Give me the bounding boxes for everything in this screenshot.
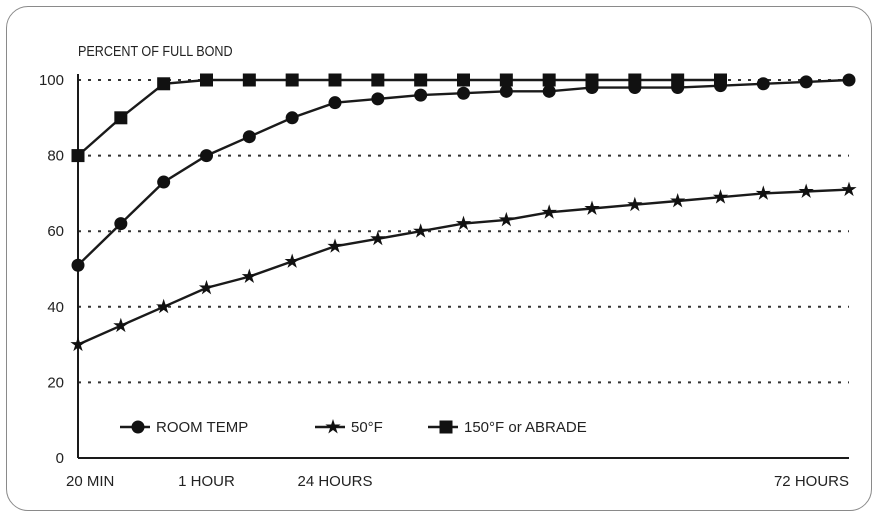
- data-point-150-f-or-abrade-13: [585, 73, 599, 87]
- series-room-temp: [71, 73, 856, 272]
- chart-frame: [6, 6, 872, 511]
- data-point-room-temp-5: [242, 130, 256, 144]
- data-point-150-f-or-abrade-5: [242, 73, 256, 87]
- data-point-room-temp-1: [71, 258, 85, 272]
- data-point-room-temp-10: [457, 86, 470, 100]
- y-tick-labels: 0 20 40 60 80 100: [39, 72, 64, 467]
- data-point-150-f-or-abrade-10: [457, 73, 470, 87]
- data-point-room-temp-19: [842, 73, 856, 87]
- legend-item-50-f: 50°F: [315, 419, 383, 436]
- axes: [77, 74, 849, 459]
- data-point-room-temp-12: [542, 84, 556, 98]
- y-tick-label-20: 20: [47, 374, 64, 391]
- y-tick-label-0: 0: [56, 450, 64, 467]
- data-point-50-f-11: [498, 211, 514, 227]
- data-point-50-f-6: [284, 253, 300, 268]
- data-point-50-f-8: [370, 230, 386, 246]
- data-point-50-f-10: [455, 215, 472, 231]
- legend-marker-150-f-or-abrade: [439, 420, 453, 434]
- legend-item-room-temp: ROOM TEMP: [120, 419, 248, 436]
- x-tick-label-1: 20 MIN: [66, 473, 114, 490]
- data-point-150-f-or-abrade-4: [200, 73, 213, 87]
- data-point-room-temp-11: [499, 84, 513, 98]
- data-point-150-f-or-abrade-14: [628, 73, 642, 87]
- data-point-150-f-or-abrade-7: [328, 73, 342, 87]
- data-point-150-f-or-abrade-6: [285, 73, 299, 87]
- series-150-f-or-abrade: [71, 73, 727, 163]
- legend-marker-room-temp: [131, 420, 145, 434]
- data-point-room-temp-6: [285, 111, 299, 125]
- data-point-50-f-15: [670, 192, 686, 208]
- data-point-50-f-19: [841, 181, 857, 197]
- data-point-room-temp-7: [328, 96, 342, 110]
- series-50-f: [70, 181, 857, 352]
- data-point-150-f-or-abrade-3: [157, 77, 171, 91]
- data-point-50-f-3: [156, 298, 172, 314]
- data-point-150-f-or-abrade-15: [671, 73, 685, 87]
- data-point-150-f-or-abrade-16: [714, 73, 727, 87]
- x-tick-label-4: 72 HOURS: [774, 473, 849, 490]
- data-point-50-f-9: [413, 223, 429, 238]
- data-point-room-temp-2: [114, 217, 128, 231]
- legend-label-room-temp: ROOM TEMP: [156, 419, 248, 436]
- data-point-room-temp-9: [414, 88, 428, 102]
- y-tick-label-80: 80: [47, 148, 64, 165]
- data-point-150-f-or-abrade-8: [371, 73, 385, 87]
- y-tick-label-40: 40: [47, 299, 64, 316]
- legend: ROOM TEMP 50°F 150°F or ABRADE: [120, 419, 587, 436]
- y-axis-label: PERCENT OF FULL BOND: [78, 42, 233, 59]
- data-series: [70, 73, 857, 352]
- data-point-150-f-or-abrade-2: [114, 111, 128, 125]
- data-point-room-temp-18: [799, 75, 813, 89]
- data-point-150-f-or-abrade-12: [542, 73, 556, 87]
- data-point-150-f-or-abrade-11: [499, 73, 513, 87]
- legend-marker-50-f: [325, 419, 341, 434]
- data-point-50-f-12: [541, 204, 557, 219]
- data-point-50-f-18: [798, 183, 814, 198]
- data-point-50-f-7: [327, 238, 343, 253]
- data-point-150-f-or-abrade-9: [414, 73, 428, 87]
- series-line-50-f: [77, 188, 850, 346]
- legend-label-50-f: 50°F: [351, 419, 383, 436]
- legend-label-150-f-or-abrade: 150°F or ABRADE: [464, 419, 587, 436]
- data-point-50-f-2: [113, 317, 129, 333]
- gridlines: [78, 79, 849, 384]
- series-line-150-f-or-abrade: [77, 78, 721, 157]
- data-point-50-f-14: [627, 196, 643, 212]
- data-point-room-temp-8: [371, 92, 385, 106]
- data-point-50-f-17: [755, 185, 771, 200]
- data-point-50-f-5: [241, 268, 257, 284]
- x-tick-label-2: 1 HOUR: [178, 473, 235, 490]
- x-tick-label-3: 24 HOURS: [297, 473, 372, 490]
- series-line-room-temp: [77, 78, 850, 267]
- data-point-room-temp-4: [200, 149, 213, 163]
- data-point-50-f-1: [70, 336, 86, 352]
- data-point-room-temp-3: [157, 175, 171, 189]
- data-point-room-temp-17: [756, 77, 770, 91]
- data-point-50-f-16: [712, 189, 729, 204]
- y-tick-label-60: 60: [47, 223, 64, 240]
- data-point-50-f-13: [584, 200, 600, 215]
- data-point-50-f-4: [198, 279, 215, 295]
- y-tick-label-100: 100: [39, 72, 64, 89]
- legend-item-150-f-or-abrade: 150°F or ABRADE: [428, 419, 587, 436]
- data-point-150-f-or-abrade-1: [71, 149, 85, 163]
- x-tick-labels: 20 MIN 1 HOUR 24 HOURS 72 HOURS: [66, 473, 849, 490]
